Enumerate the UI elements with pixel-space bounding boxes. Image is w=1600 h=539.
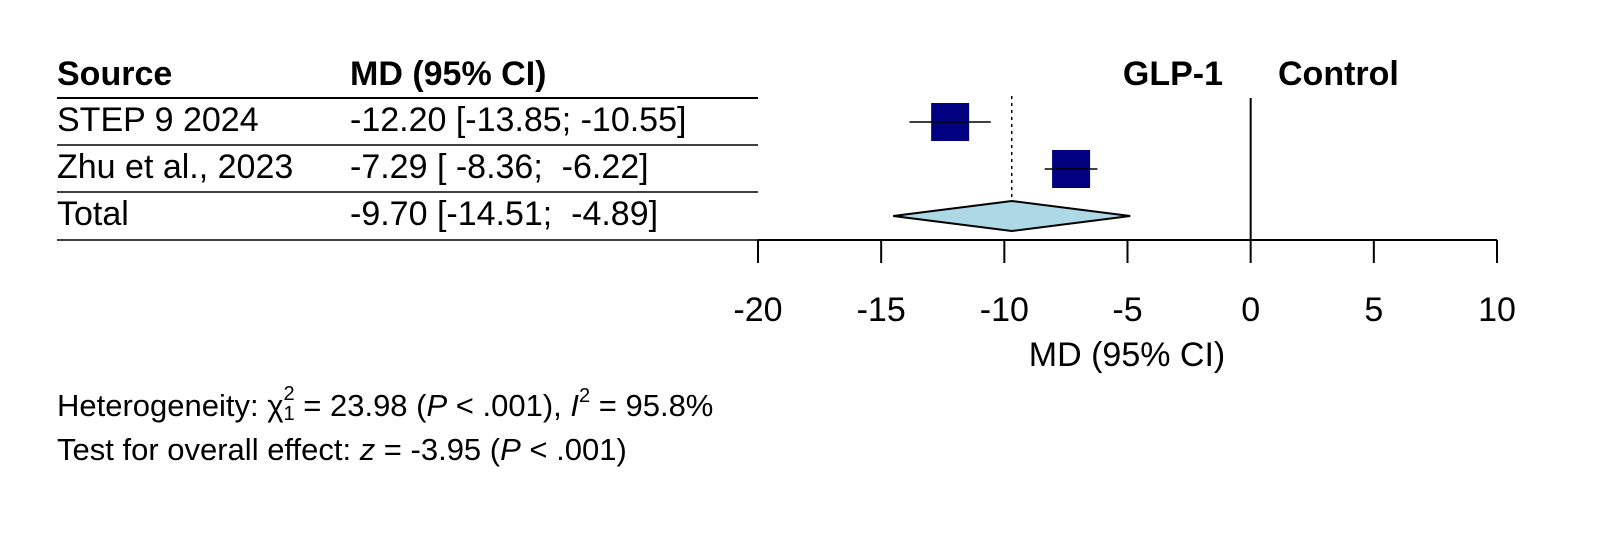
study-name: Zhu et al., 2023 [57, 148, 293, 186]
total-ci: -9.70 [-14.51; -4.89] [350, 195, 658, 233]
subscript: 1 [283, 402, 295, 425]
italic: I [570, 388, 580, 423]
text: < .001) [520, 432, 627, 467]
study-ci: -7.29 [ -8.36; -6.22] [350, 148, 649, 186]
italic: z [359, 432, 376, 467]
superscript: 2 [579, 385, 591, 407]
study-ci: -12.20 [-13.85; -10.55] [350, 101, 686, 139]
italic: P [426, 388, 448, 423]
text: Heterogeneity: χ [57, 388, 284, 423]
superscript: 2 [283, 382, 295, 405]
x-tick-label: -5 [1112, 291, 1142, 329]
favors-right: Control [1278, 55, 1399, 93]
text: = 95.8% [590, 388, 714, 423]
column-header: Source [57, 55, 172, 93]
column-header: MD (95% CI) [350, 55, 546, 93]
italic: P [500, 432, 521, 467]
study-name: STEP 9 2024 [57, 101, 259, 139]
text: Test for overall effect: [57, 432, 360, 467]
x-tick-label: -15 [857, 291, 906, 329]
text: = 23.98 ( [294, 388, 427, 423]
favors-left: GLP-1 [1123, 55, 1223, 93]
text: < .001), [447, 388, 571, 423]
x-tick-label: 0 [1241, 291, 1260, 329]
x-tick-label: -20 [733, 291, 782, 329]
overall-effect: Test for overall effect: z = -3.95 (P < … [57, 434, 627, 465]
x-axis-label: MD (95% CI) [1029, 336, 1225, 374]
total-name: Total [57, 195, 129, 233]
text: = -3.95 ( [375, 432, 501, 467]
total-diamond [893, 199, 1131, 233]
x-tick-label: 10 [1478, 291, 1516, 329]
x-tick-label: 5 [1364, 291, 1383, 329]
x-tick-label: -10 [980, 291, 1029, 329]
